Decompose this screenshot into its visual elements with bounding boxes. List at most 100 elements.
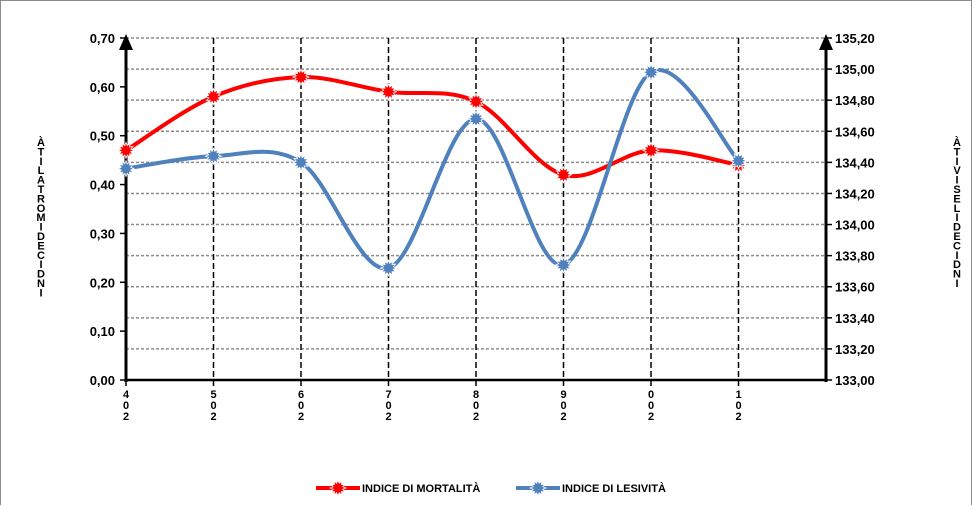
y-axis-left-title-char: T [38, 184, 45, 196]
y-axis-right-title-char: I [955, 212, 958, 224]
y-axis-left-title-char: I [39, 287, 42, 299]
right-axis-tick-label: 133,40 [835, 311, 875, 326]
x-axis-tick-char: 7 [385, 389, 391, 401]
legend-label: INDICE DI MORTALITÀ [362, 482, 480, 495]
x-axis-tick-label: 402 [123, 389, 130, 423]
x-axis-tick-label: 002 [648, 389, 654, 423]
series-1 [116, 68, 748, 184]
data-point [641, 63, 661, 82]
x-axis-tick-char: 5 [210, 389, 216, 401]
x-axis-tick-char: 1 [735, 389, 741, 401]
left-axis-tick-label: 0,40 [90, 178, 115, 193]
left-axis-arrow [119, 34, 133, 50]
x-axis-tick-char: 6 [298, 389, 304, 401]
y-axis-left-title-char: I [39, 156, 42, 168]
right-axis-tick-label: 135,20 [835, 31, 875, 46]
x-axis-tick-label: 902 [560, 389, 566, 423]
x-axis-tick-char: 2 [648, 411, 654, 423]
legend-marker [528, 478, 548, 498]
y-axis-right-title-char: E [953, 231, 960, 243]
x-axis-tick-label: 802 [473, 389, 479, 423]
right-axis-tick-label: 134,40 [835, 155, 875, 170]
data-point [729, 151, 748, 170]
y-axis-right-title-char: V [953, 165, 961, 177]
x-axis-tick-char: 4 [123, 389, 130, 401]
series-line [124, 68, 741, 271]
left-axis-tick-label: 0,70 [90, 31, 115, 46]
y-axis-right-title-char: D [953, 259, 961, 271]
x-axis-tick-label: 502 [210, 389, 216, 423]
right-axis-tick-label: 134,60 [835, 124, 875, 139]
y-axis-right-title-char: C [953, 240, 961, 252]
data-point [379, 258, 398, 278]
x-axis-tick-char: 0 [385, 400, 391, 412]
y-axis-right-title-char: L [954, 203, 961, 215]
data-point [116, 141, 136, 160]
x-axis-tick-char: 0 [473, 400, 479, 412]
legend-label: INDICE DI LESIVITÀ [562, 482, 666, 495]
x-axis-tick-char: 9 [560, 389, 566, 401]
right-axis-tick-label: 134,00 [835, 218, 875, 233]
right-axis-tick-label: 133,00 [835, 373, 875, 388]
x-axis-tick-char: 0 [648, 389, 654, 401]
left-axis-tick-label: 0,30 [90, 226, 115, 241]
y-axis-left-title-char: D [37, 231, 45, 243]
left-axis-tick-label: 0,50 [90, 129, 115, 144]
data-point [466, 109, 486, 128]
x-axis-tick-char: 2 [298, 411, 304, 423]
data-point [466, 92, 486, 111]
y-axis-right-title-char: I [955, 156, 958, 168]
x-axis-tick-char: 0 [298, 400, 304, 412]
y-axis-left-title-char: M [36, 212, 45, 224]
x-axis-tick-char: 2 [385, 411, 391, 423]
x-axis-tick-label: 702 [385, 389, 391, 423]
right-axis-tick-label: 134,20 [835, 186, 875, 201]
series-line [124, 75, 741, 179]
data-point [291, 153, 311, 172]
y-axis-right-title-char: I [955, 278, 958, 290]
x-axis-tick-char: 2 [473, 411, 479, 423]
legend-item: INDICE DI LESIVITÀ [516, 478, 666, 498]
x-axis-tick-label: 602 [298, 389, 304, 423]
right-axis-tick-label: 134,80 [835, 93, 875, 108]
x-axis-tick-char: 2 [735, 411, 741, 423]
y-axis-left-title-char: E [37, 240, 44, 252]
right-axis-tick-label: 133,80 [835, 249, 875, 264]
y-axis-left-title-char: I [39, 222, 42, 234]
y-axis-right-title-char: D [953, 222, 961, 234]
y-axis-right-title-char: E [953, 193, 960, 205]
y-axis-right-title-char: N [953, 269, 961, 281]
data-point [204, 87, 223, 106]
y-axis-left-title-char: T [38, 146, 45, 158]
data-point [641, 141, 661, 160]
legend-item: INDICE DI MORTALITÀ [316, 478, 480, 498]
x-axis-tick-char: 2 [560, 411, 566, 423]
x-axis-tick-char: 0 [210, 400, 216, 412]
series-2 [116, 63, 748, 278]
x-axis-tick-char: 0 [560, 400, 566, 412]
left-axis-tick-label: 0,60 [90, 80, 115, 95]
x-axis-tick-char: 0 [123, 400, 129, 412]
data-point [116, 159, 136, 178]
y-axis-right-title-char: I [955, 175, 958, 187]
data-point [291, 68, 311, 87]
legend-marker [328, 478, 348, 498]
data-point [554, 255, 573, 275]
data-point [204, 147, 223, 166]
x-axis-tick-char: 0 [648, 400, 654, 412]
y-axis-left-title-char: R [37, 193, 45, 205]
x-axis-tick-char: 2 [123, 411, 129, 423]
data-point [554, 165, 573, 184]
legend: INDICE DI MORTALITÀ INDICE DI LESIVITÀ [316, 478, 666, 498]
left-axis-tick-label: 0,00 [90, 373, 115, 388]
x-axis-tick-char: 8 [473, 389, 479, 401]
right-axis-arrow [819, 34, 833, 50]
y-axis-left-title-char: A [37, 175, 45, 187]
y-axis-left-title-char: I [39, 259, 42, 271]
left-axis-tick-label: 0,10 [90, 324, 115, 339]
x-axis-tick-char: 2 [210, 411, 216, 423]
